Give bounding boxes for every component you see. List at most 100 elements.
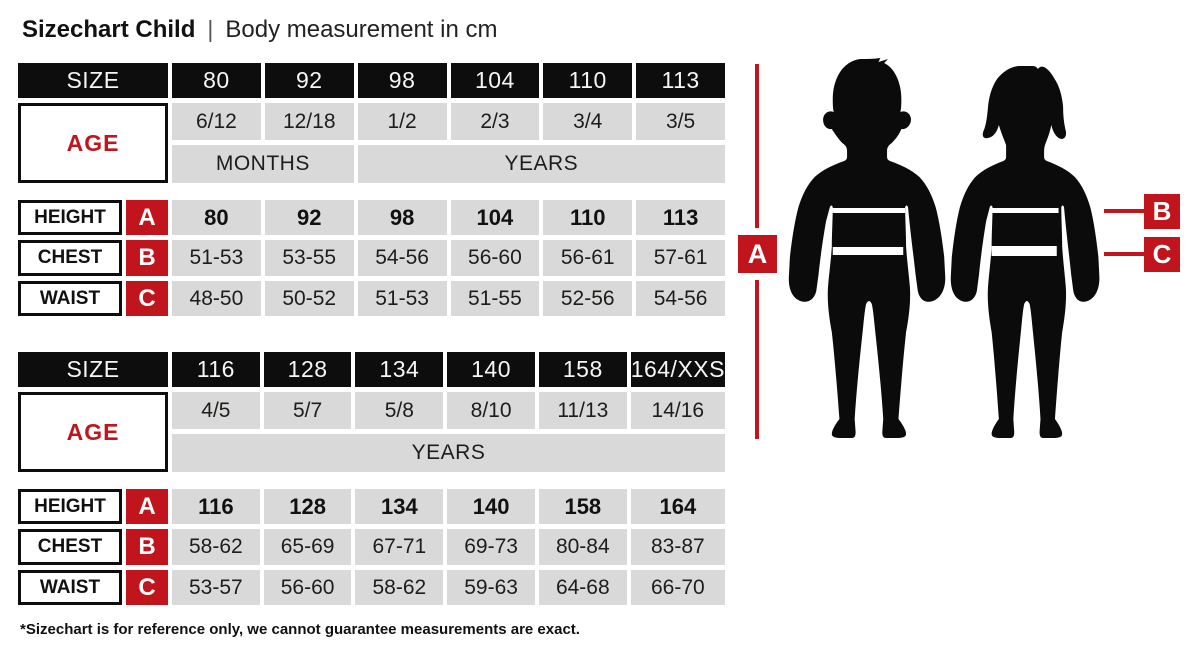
sizechart-table-kids: SIZE 116 128 134 140 158 164/XXS AGE 4/5 5/7 5/8 8/… [18,352,725,605]
boy-silhouette-icon [788,58,946,438]
waist-value-cell: 66-70 [630,570,725,605]
age-value-cell: 4/5 [172,392,260,429]
page-header: Sizechart Child | Body measurement in cm [22,14,497,45]
marker-c-badge: C [126,570,168,605]
girl-silhouette-icon [950,66,1100,438]
height-value-cell: 104 [450,200,540,235]
height-value-cell: 134 [355,489,444,524]
height-value-cell: 80 [172,200,261,235]
age-value-cell: 11/13 [538,392,627,429]
marker-b-badge: B [126,529,168,565]
height-value-cell: 113 [636,200,725,235]
size-header-label: SIZE [18,352,168,387]
size-col-header: 116 [172,352,260,387]
waist-value-cell: 52-56 [543,281,633,316]
age-value-cell: 5/7 [263,392,352,429]
height-value-cell: 92 [264,200,354,235]
age-row-label: AGE [18,392,168,472]
age-value-cell: 5/8 [355,392,444,429]
girl-chest-line [989,208,1059,213]
chest-value-cell: 83-87 [630,529,725,565]
title-separator: | [207,16,214,42]
age-value-cell: 12/18 [264,103,354,140]
chest-value-cell: 58-62 [172,529,260,565]
waist-measure-line [1104,252,1144,256]
marker-c-badge: C [126,281,168,316]
height-value-cell: 128 [263,489,352,524]
age-value-cell: 6/12 [172,103,261,140]
chest-value-cell: 51-53 [172,240,261,276]
size-col-header: 80 [172,63,261,98]
waist-value-cell: 64-68 [538,570,627,605]
chest-value-cell: 53-55 [264,240,354,276]
marker-b-figure-badge: B [1144,194,1180,229]
waist-value-cell: 54-56 [636,281,725,316]
height-value-cell: 158 [538,489,627,524]
waist-value-cell: 51-55 [450,281,540,316]
girl-waist-line [991,246,1057,256]
height-row-label: HEIGHT [18,489,122,524]
waist-value-cell: 59-63 [447,570,535,605]
height-value-cell: 98 [357,200,447,235]
size-col-header: 164/XXS [630,352,725,387]
height-value-cell: 164 [630,489,725,524]
chest-value-cell: 69-73 [447,529,535,565]
page-title: Sizechart Child [22,16,196,43]
chest-value-cell: 54-56 [357,240,447,276]
marker-a-badge: A [126,489,168,524]
chest-value-cell: 57-61 [636,240,725,276]
size-col-header: 140 [447,352,535,387]
size-col-header: 104 [450,63,540,98]
waist-row-label: WAIST [18,570,122,605]
chest-value-cell: 56-61 [543,240,633,276]
waist-row-label: WAIST [18,281,122,316]
size-col-header: 92 [264,63,354,98]
size-col-header: 134 [355,352,444,387]
height-value-cell: 116 [172,489,260,524]
height-row-label: HEIGHT [18,200,122,235]
chest-value-cell: 65-69 [263,529,352,565]
waist-value-cell: 53-57 [172,570,260,605]
boy-waist-line [832,247,904,255]
waist-value-cell: 56-60 [263,570,352,605]
age-unit-cell: YEARS [172,434,725,472]
size-col-header: 128 [263,352,352,387]
boy-chest-line [830,208,906,213]
height-measure-line-top [755,64,759,228]
size-col-header: 113 [636,63,725,98]
size-col-header: 98 [357,63,447,98]
chest-value-cell: 67-71 [355,529,444,565]
age-value-cell: 3/4 [543,103,633,140]
sizechart-table-toddler: SIZE 80 92 98 104 110 113 AGE 6/12 12/18 1/2 2/3 3/4… [18,63,725,316]
marker-b-badge: B [126,240,168,276]
size-header-label: SIZE [18,63,168,98]
age-value-cell: 3/5 [636,103,725,140]
size-col-header: 110 [543,63,633,98]
footnote: *Sizechart is for reference only, we can… [20,621,580,638]
age-unit-cell: YEARS [357,145,725,183]
chest-row-label: CHEST [18,240,122,276]
waist-value-cell: 58-62 [355,570,444,605]
chest-measure-line [1104,209,1144,213]
chest-value-cell: 80-84 [538,529,627,565]
chest-value-cell: 56-60 [450,240,540,276]
height-value-cell: 140 [447,489,535,524]
marker-a-badge: A [126,200,168,235]
waist-value-cell: 51-53 [357,281,447,316]
height-measure-line-bottom [755,280,759,439]
page-subtitle: Body measurement in cm [225,16,498,43]
age-row-label: AGE [18,103,168,183]
marker-c-figure-badge: C [1144,237,1180,272]
chest-row-label: CHEST [18,529,122,565]
marker-a-figure-badge: A [738,235,777,273]
age-value-cell: 2/3 [450,103,540,140]
age-value-cell: 8/10 [447,392,535,429]
age-value-cell: 1/2 [357,103,447,140]
height-value-cell: 110 [543,200,633,235]
age-value-cell: 14/16 [630,392,725,429]
age-unit-cell: MONTHS [172,145,354,183]
size-col-header: 158 [538,352,627,387]
waist-value-cell: 48-50 [172,281,261,316]
waist-value-cell: 50-52 [264,281,354,316]
